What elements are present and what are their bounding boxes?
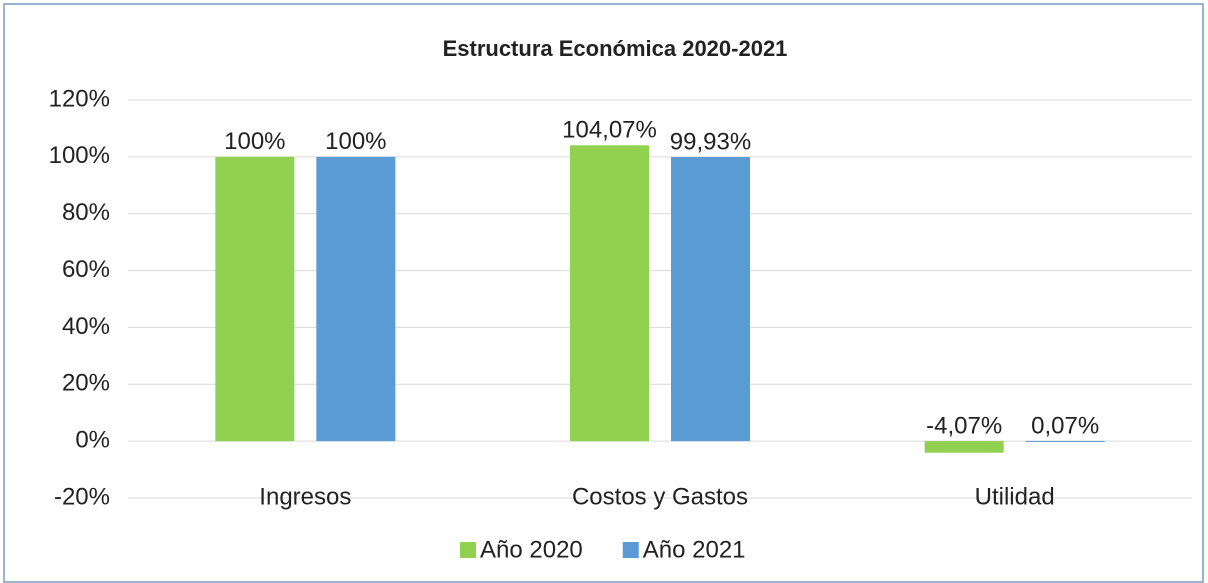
data-label: 0,07% [1031,412,1099,439]
data-label: 100% [325,128,386,155]
legend-label: Año 2020 [480,536,583,563]
x-tick-label: Utilidad [975,483,1055,510]
data-label: 99,93% [670,128,751,155]
legend-label: Año 2021 [643,536,746,563]
bar [316,156,396,442]
y-tick-label: 0% [75,426,110,453]
chart-title: Estructura Económica 2020-2021 [443,36,788,61]
y-tick-label: 120% [49,85,110,112]
y-tick-label: 60% [62,256,110,283]
data-label: 104,07% [562,117,657,144]
bar [215,156,295,442]
legend-swatch [460,542,476,558]
x-tick-label: Ingresos [259,483,351,510]
x-tick-label: Costos y Gastos [572,483,748,510]
bar [671,157,750,442]
bar [570,145,649,442]
y-tick-label: 20% [62,370,110,397]
legend-swatch [622,542,639,558]
y-tick-label: 80% [62,199,110,226]
y-tick-label: -20% [54,483,110,510]
bar [1025,440,1105,442]
y-tick-label: 100% [49,142,110,169]
bar [924,441,1004,453]
y-tick-label: 40% [62,313,110,340]
data-label: 100% [224,128,285,155]
data-label: -4,07% [926,412,1002,439]
